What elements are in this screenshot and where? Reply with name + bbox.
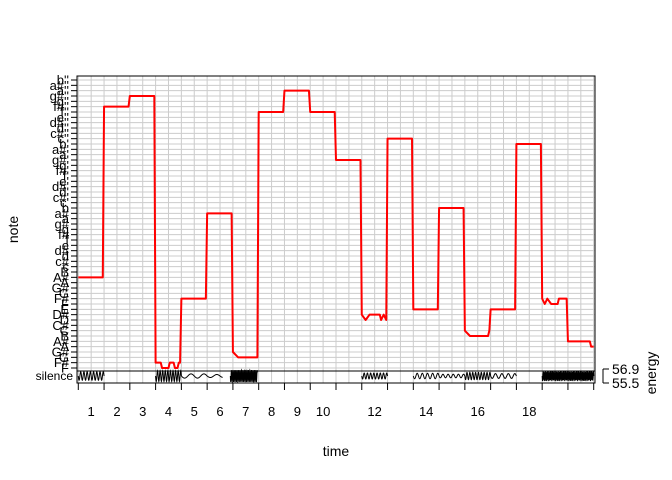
y-tick-label: f' bbox=[63, 169, 69, 184]
y-tick-label: G# bbox=[52, 281, 70, 296]
y-tick-label: f#'' bbox=[53, 99, 69, 114]
energy-tick-label: 55.5 bbox=[612, 375, 639, 391]
y-tick-label: c'' bbox=[58, 131, 69, 146]
y-tick-label: D bbox=[60, 313, 69, 328]
y-tick-label: e bbox=[62, 238, 69, 253]
x-tick-label: 7 bbox=[242, 404, 249, 419]
y-tick-label: g#'' bbox=[50, 89, 69, 104]
y-tick-label: E bbox=[60, 302, 69, 317]
energy-trace bbox=[541, 370, 595, 382]
y-tick-label: f# bbox=[58, 227, 70, 242]
x-tick-label: 12 bbox=[367, 404, 381, 419]
y-tick-label: g' bbox=[59, 158, 69, 173]
energy-trace bbox=[155, 369, 182, 383]
y-tick-label: b bbox=[62, 201, 69, 216]
y-tick-label: c#'' bbox=[50, 126, 69, 141]
x-tick-label: 3 bbox=[139, 404, 146, 419]
y-tick-label: C bbox=[60, 323, 69, 338]
y-tick-label: G# bbox=[52, 345, 70, 360]
y-tick-label: d bbox=[62, 249, 69, 264]
energy-tick-label: 56.9 bbox=[612, 361, 639, 377]
x-axis-ticks: 1 2 3 4 5 6 7 8 9 10 12 14 16 18 bbox=[77, 383, 595, 419]
y-tick-label: A bbox=[60, 339, 69, 354]
y-tick-label: d#' bbox=[52, 179, 69, 194]
y-tick-label: b' bbox=[59, 137, 69, 152]
y-tick-label: e' bbox=[59, 174, 69, 189]
y-tick-label: c bbox=[63, 259, 70, 274]
grid-lines bbox=[77, 76, 595, 383]
y-axis-label: note bbox=[5, 216, 21, 243]
y-tick-label: f bbox=[65, 233, 69, 248]
energy-trace bbox=[206, 374, 223, 378]
y-tick-label: A# bbox=[53, 334, 70, 349]
energy-trace bbox=[412, 372, 440, 380]
y-tick-label: d' bbox=[59, 185, 69, 200]
y-tick-label: e'' bbox=[57, 110, 69, 125]
energy-trace bbox=[438, 373, 466, 379]
y-tick-label: a#'' bbox=[50, 78, 69, 93]
y-tick-label: a# bbox=[55, 206, 70, 221]
energy-trace bbox=[77, 370, 105, 382]
y-tick-label: F# bbox=[54, 291, 70, 306]
y-tick-label: g'' bbox=[57, 94, 69, 109]
y-tick-label: c' bbox=[60, 195, 69, 210]
y-tick-label: a'' bbox=[57, 83, 69, 98]
x-tick-label: 2 bbox=[113, 404, 120, 419]
y-tick-label: g# bbox=[55, 217, 70, 232]
y-tick-label: g#' bbox=[52, 153, 69, 168]
x-tick-label: 8 bbox=[268, 404, 275, 419]
y-tick-label: a bbox=[62, 211, 70, 226]
series-line bbox=[78, 89, 594, 369]
y-tick-label: F# bbox=[54, 355, 70, 370]
x-tick-label: 5 bbox=[191, 404, 198, 419]
x-tick-label: 10 bbox=[316, 404, 330, 419]
energy-trace bbox=[181, 373, 208, 379]
y-tick-label: f'' bbox=[60, 105, 69, 120]
y-tick-label: C# bbox=[52, 318, 69, 333]
y-tick-label: c#' bbox=[53, 190, 69, 205]
x-tick-label: 1 bbox=[88, 404, 95, 419]
y-tick-label: A# bbox=[53, 270, 70, 285]
y-tick-label: F bbox=[61, 297, 69, 312]
x-tick-label: 14 bbox=[419, 404, 433, 419]
y-tick-label: d'' bbox=[57, 121, 69, 136]
y-tick-label: a#' bbox=[52, 142, 69, 157]
y-tick-label: A bbox=[60, 275, 69, 290]
y-tick-label: G bbox=[59, 350, 69, 365]
energy-trace bbox=[361, 372, 389, 380]
x-axis-label: time bbox=[323, 443, 350, 459]
y-tick-label: b'' bbox=[57, 73, 69, 88]
x-tick-label: 16 bbox=[471, 404, 485, 419]
y-tick-label: B bbox=[60, 265, 69, 280]
energy-trace bbox=[490, 373, 517, 379]
plot-frame bbox=[76, 75, 596, 384]
y-tick-label: d# bbox=[55, 243, 70, 258]
y-tick-label: a' bbox=[59, 147, 69, 162]
silence-label: silence bbox=[36, 369, 74, 383]
y-tick-label: G bbox=[59, 286, 69, 301]
y-tick-label: F bbox=[61, 361, 69, 376]
y-tick-label: d#'' bbox=[50, 115, 69, 130]
y-axis-ticks: FF#GG#AA#BCC#DD#EFF#GG#AA#Bcc#dd#eff#gg#… bbox=[50, 73, 77, 376]
x-tick-label: 18 bbox=[522, 404, 536, 419]
series-layer bbox=[78, 89, 594, 369]
y-tick-label: c# bbox=[55, 254, 70, 269]
y-tick-label: f#' bbox=[56, 163, 69, 178]
x-tick-label: 9 bbox=[294, 404, 301, 419]
energy-trace bbox=[229, 368, 258, 384]
x-tick-label: 4 bbox=[165, 404, 172, 419]
y-tick-label: B bbox=[60, 329, 69, 344]
energy-axis-label: energy bbox=[643, 352, 659, 395]
x-tick-label: 6 bbox=[216, 404, 223, 419]
y-tick-label: D# bbox=[52, 307, 69, 322]
energy-trace bbox=[464, 371, 492, 381]
y-tick-label: g bbox=[62, 222, 69, 237]
